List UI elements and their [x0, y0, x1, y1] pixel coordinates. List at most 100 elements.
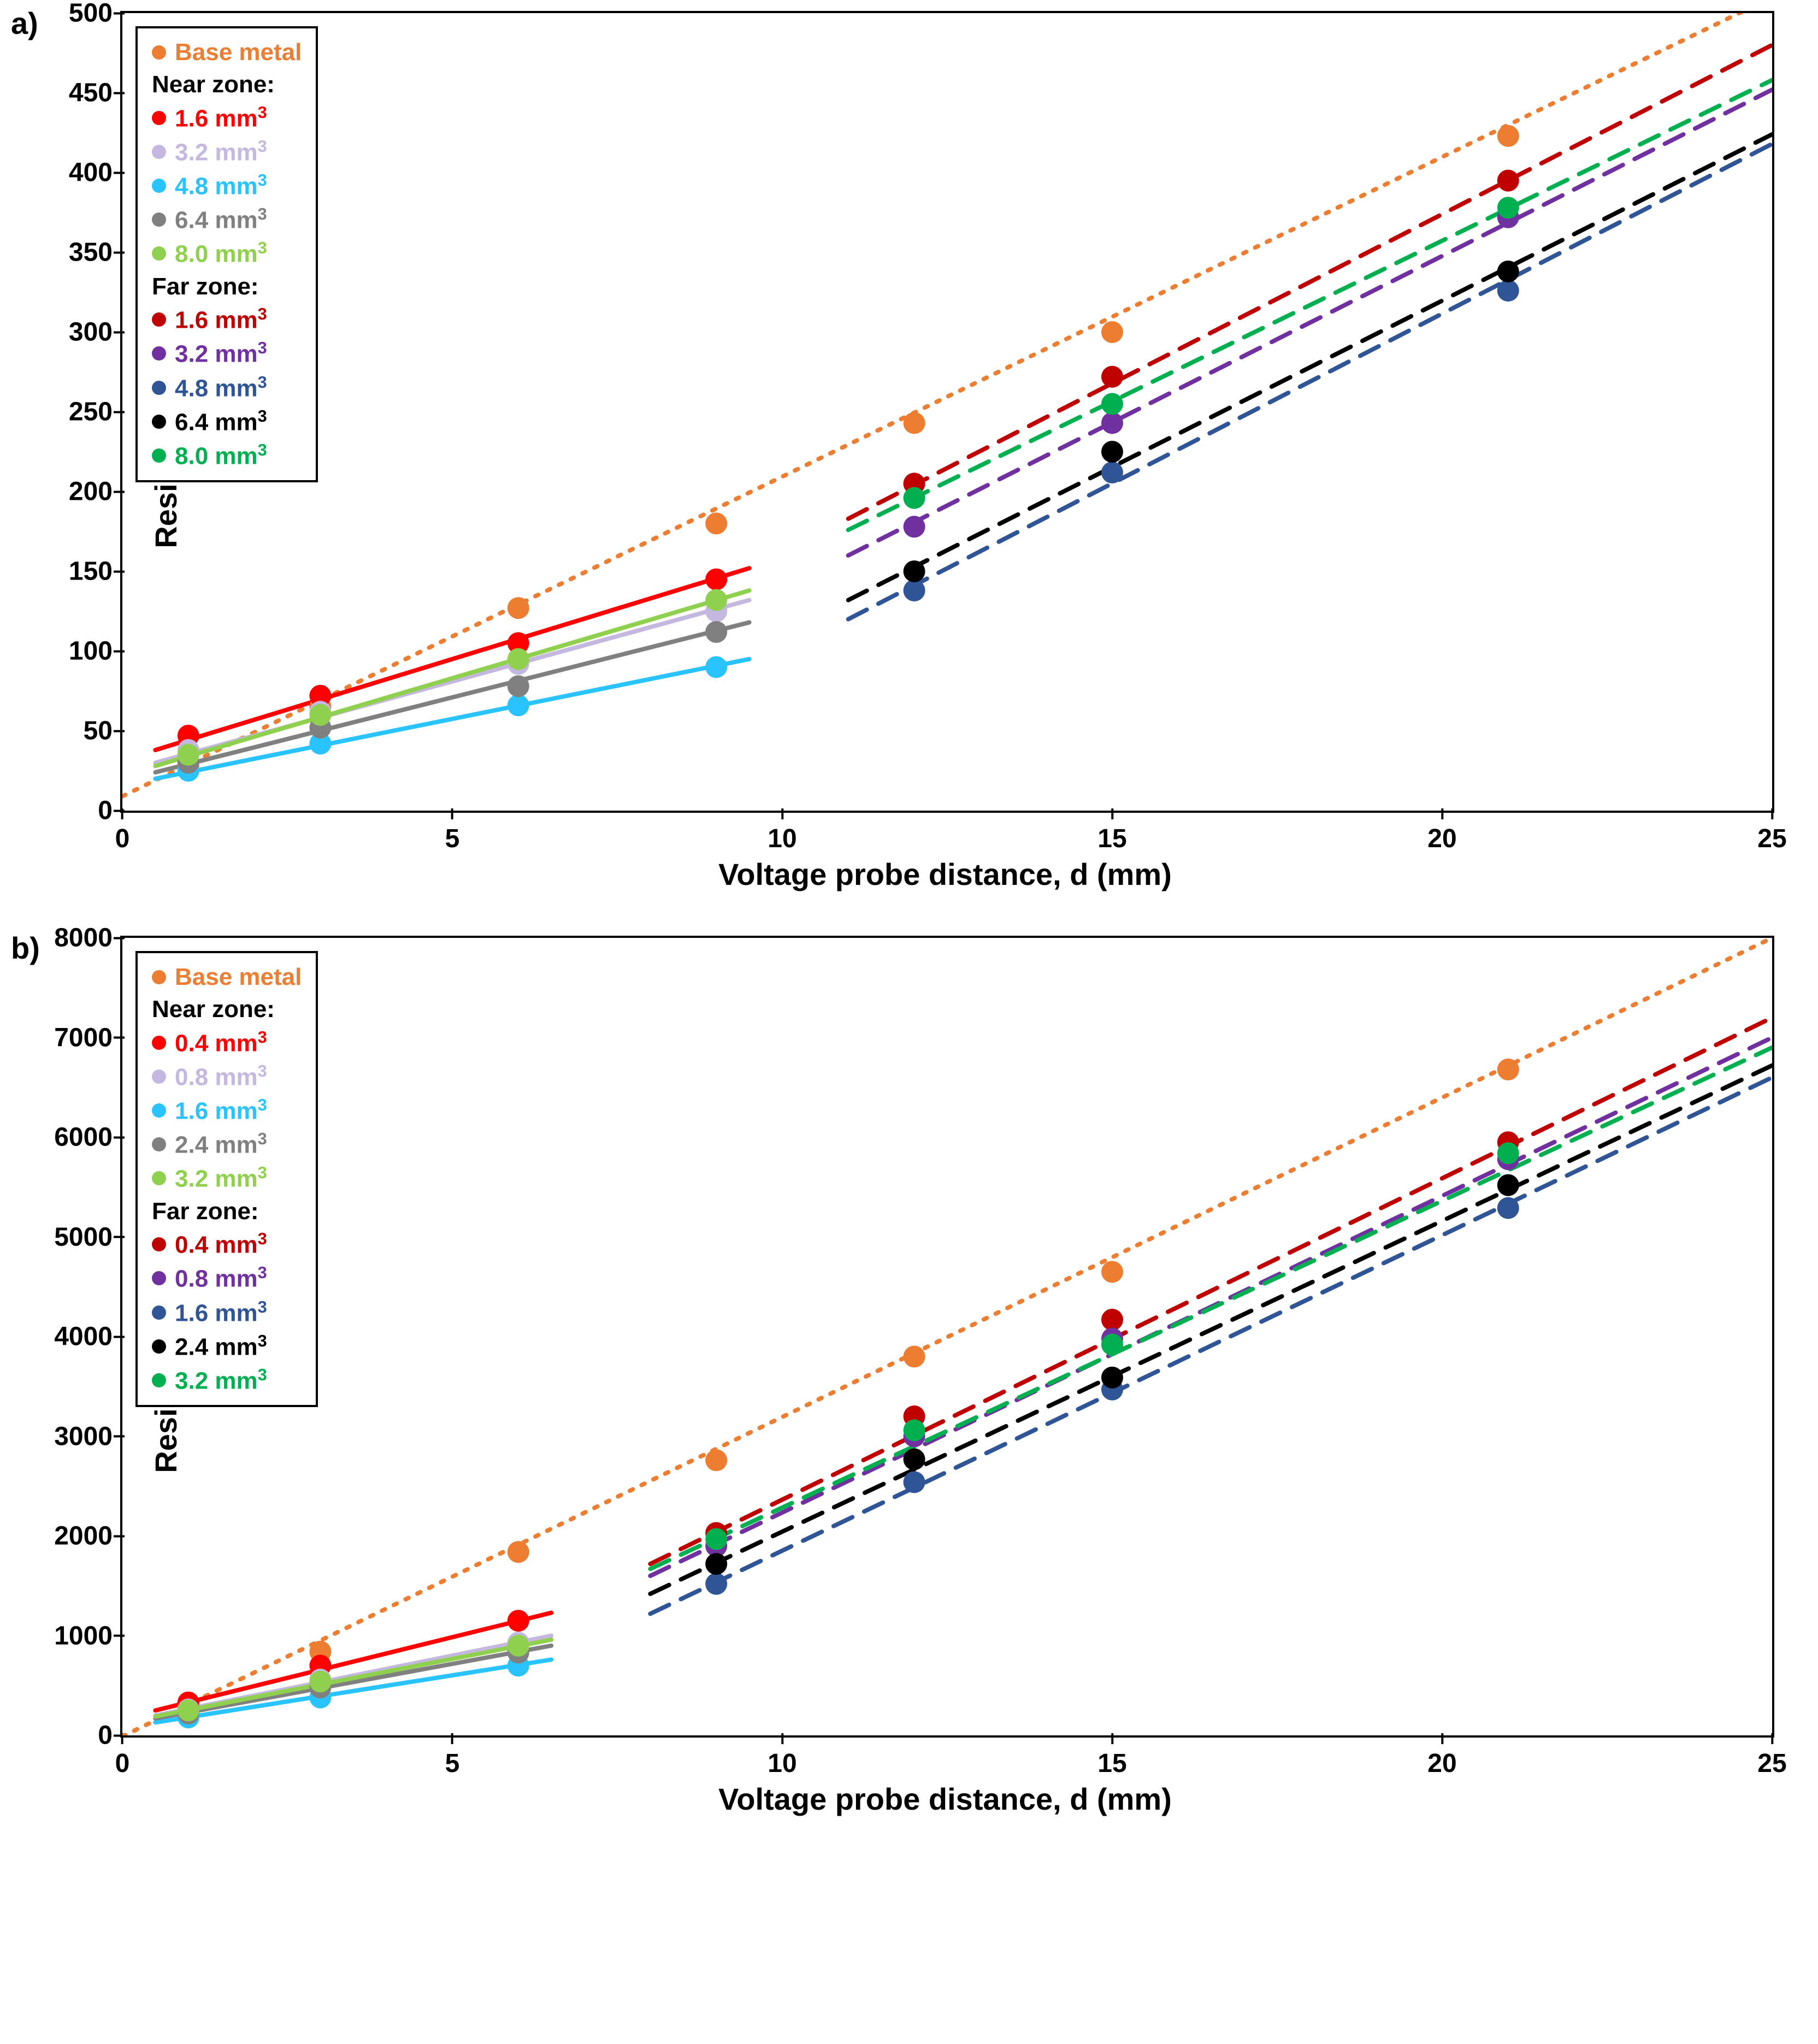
legend-row: 8.0 mm3 [152, 439, 302, 472]
legend-header-near: Near zone: [152, 993, 302, 1025]
legend-label: 6.4 mm3 [175, 203, 267, 237]
data-marker [705, 1553, 727, 1575]
legend-label: 1.6 mm3 [175, 1296, 267, 1330]
legend-label: Base metal [175, 961, 302, 993]
legend-row: 1.6 mm3 [152, 303, 302, 336]
series-line [848, 134, 1772, 600]
legend-swatch [152, 1036, 166, 1050]
panel-label-b: b) [11, 930, 40, 966]
ytick: 450 [69, 78, 122, 108]
series-line [650, 1078, 1772, 1614]
legend-header-far: Far zone: [152, 1195, 302, 1227]
legend-swatch [152, 381, 166, 395]
legend-row: 0.4 mm3 [152, 1227, 302, 1261]
chart-panel-a: a)Resistance, R (μΩ)05010015020025030035… [11, 11, 1807, 892]
ytick: 5000 [54, 1222, 122, 1252]
legend-swatch [152, 346, 166, 361]
xtick: 0 [115, 811, 130, 854]
legend-row: 4.8 mm3 [152, 371, 302, 405]
ytick: 3000 [54, 1421, 122, 1451]
legend-row: 1.6 mm3 [152, 1296, 302, 1330]
legend-label: 2.4 mm3 [175, 1127, 267, 1161]
xtick: 25 [1757, 1735, 1786, 1779]
data-marker [1497, 197, 1519, 218]
series-line [122, 938, 1772, 1736]
legend-label: 0.4 mm3 [175, 1227, 267, 1261]
legend-label: 3.2 mm3 [175, 135, 267, 169]
legend-swatch [152, 1137, 166, 1151]
series-line [848, 80, 1772, 530]
legend-label: 2.4 mm3 [175, 1330, 267, 1363]
xtick: 5 [445, 811, 460, 854]
legend-swatch [152, 246, 166, 261]
x-axis-label-a: Voltage probe distance, d (mm) [120, 856, 1770, 892]
ytick: 2000 [54, 1521, 122, 1551]
plot-area-a: Resistance, R (μΩ)0501001502002503003504… [120, 11, 1774, 813]
chart-panel-b: b)Resistance, R (μΩ)01000200030004000500… [11, 936, 1807, 1817]
data-marker [1101, 441, 1123, 463]
data-marker [1497, 125, 1519, 147]
legend-swatch [152, 312, 166, 327]
legend-swatch [152, 111, 166, 125]
plot-area-b: Resistance, R (μΩ)0100020003000400050006… [120, 936, 1774, 1738]
data-marker [705, 512, 727, 534]
series-line [155, 1646, 551, 1718]
data-marker [1101, 462, 1123, 483]
data-marker [507, 1635, 529, 1657]
series-line [650, 1066, 1772, 1594]
data-marker [705, 1573, 727, 1595]
data-marker [1101, 321, 1123, 343]
ytick: 350 [69, 238, 122, 268]
legend-label: 1.6 mm3 [175, 101, 267, 135]
legend-swatch [152, 970, 166, 984]
legend-swatch [152, 1171, 166, 1185]
data-marker [1101, 412, 1123, 434]
data-marker [1497, 1059, 1519, 1080]
ytick: 7000 [54, 1023, 122, 1053]
data-marker [507, 1541, 529, 1563]
legend-b: Base metalNear zone: 0.4 mm3 0.8 mm3 1.6 mm… [135, 951, 318, 1407]
data-marker [1101, 1261, 1123, 1283]
data-marker [904, 487, 925, 509]
legend-header-far: Far zone: [152, 270, 302, 303]
xtick: 20 [1427, 1735, 1456, 1779]
legend-swatch [152, 45, 166, 60]
xtick: 0 [115, 1735, 130, 1779]
series-line [848, 144, 1772, 619]
legend-row: 0.8 mm3 [152, 1060, 302, 1094]
data-marker [904, 1448, 925, 1470]
legend-swatch [152, 179, 166, 193]
ytick: 6000 [54, 1123, 122, 1153]
data-marker [904, 1346, 925, 1368]
panel-label-a: a) [11, 5, 38, 41]
legend-row: 3.2 mm3 [152, 336, 302, 370]
ytick: 50 [84, 716, 122, 746]
lines-group [122, 0, 1772, 796]
legend-swatch [152, 1070, 166, 1084]
xtick: 20 [1427, 811, 1456, 854]
xtick: 15 [1097, 811, 1126, 854]
data-marker [507, 597, 529, 619]
data-marker [904, 560, 925, 582]
legend-row: 3.2 mm3 [152, 1363, 302, 1397]
ytick: 100 [69, 636, 122, 666]
legend-swatch [152, 1237, 166, 1251]
data-marker [1497, 1197, 1519, 1219]
legend-row: 3.2 mm3 [152, 135, 302, 169]
data-marker [705, 1449, 727, 1471]
legend-label: 8.0 mm3 [175, 439, 267, 472]
data-marker [178, 744, 199, 766]
legend-swatch [152, 1305, 166, 1320]
ytick: 1000 [54, 1621, 122, 1651]
data-marker [904, 412, 925, 434]
data-marker [904, 516, 925, 537]
legend-label: Base metal [175, 36, 302, 68]
legend-swatch [152, 415, 166, 429]
legend-row: 3.2 mm3 [152, 1161, 302, 1195]
xtick: 15 [1097, 1735, 1126, 1779]
legend-swatch [152, 1103, 166, 1118]
legend-row: 4.8 mm3 [152, 169, 302, 203]
x-axis-label-b: Voltage probe distance, d (mm) [120, 1781, 1770, 1817]
legend-header-near: Near zone: [152, 68, 302, 101]
legend-row: 6.4 mm3 [152, 405, 302, 439]
